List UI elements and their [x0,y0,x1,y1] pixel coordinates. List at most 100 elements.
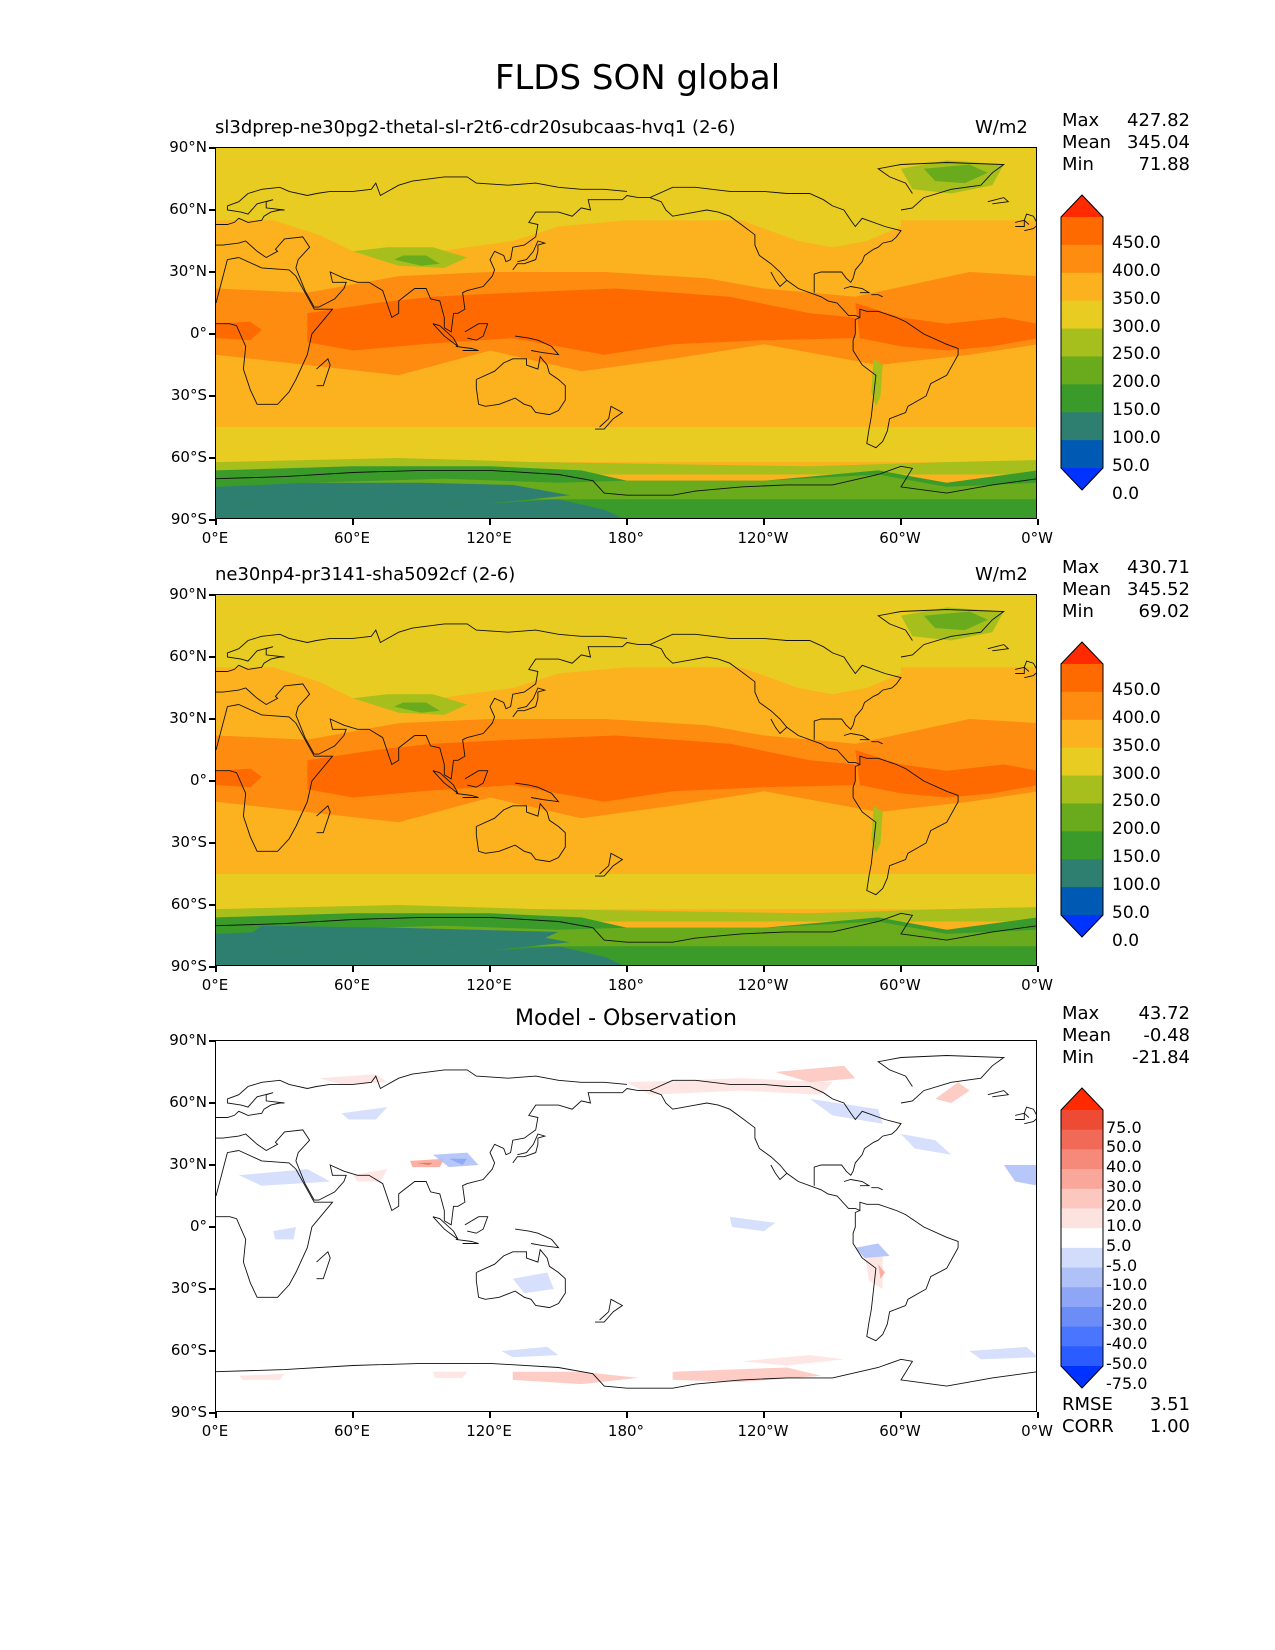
colorbar-label: 350.0 [1112,735,1161,756]
lon-tick-mark [489,519,491,525]
lon-tick-mark [763,966,765,972]
lat-tick-label: 60°N [169,200,207,218]
stats-block: Max 427.82 Mean 345.04 Min 71.88 [1062,110,1190,176]
colorbar-label: 5.0 [1106,1235,1132,1255]
colorbar-label: 350.0 [1112,288,1161,309]
colorbar-label: 30.0 [1106,1176,1142,1196]
lat-tick-label: 30°S [170,386,207,404]
stat-label: Max [1062,1003,1100,1024]
stat-value: -21.84 [1131,1047,1190,1068]
stat-label: Max [1062,110,1100,131]
lon-tick-mark [352,966,354,972]
lat-tick-mark [209,271,215,273]
colorbar-label: 250.0 [1112,344,1161,365]
lon-tick-mark [215,966,217,972]
stat-row: Mean 345.04 [1062,132,1190,154]
lon-tick-mark [1037,519,1039,525]
lat-tick-label: 90°N [169,138,207,156]
lon-tick-mark [489,1412,491,1418]
colorbar-label: 150.0 [1112,400,1161,421]
lat-tick-mark [209,1164,215,1166]
lon-tick-mark [763,519,765,525]
lat-tick-label: 90°N [169,1031,207,1049]
lat-tick-mark [209,842,215,844]
lat-tick-mark [209,966,215,968]
lat-tick-label: 90°S [170,957,207,975]
lon-tick-mark [489,966,491,972]
stat-value: 71.88 [1138,154,1190,175]
lat-tick-label: 60°S [170,1341,207,1359]
stat-label: CORR [1062,1416,1114,1437]
lat-tick-mark [209,209,215,211]
figure-title: FLDS SON global [494,58,781,98]
panel-title: Model - Observation [515,1006,737,1031]
lat-tick-mark [209,594,215,596]
lon-tick-mark [900,519,902,525]
lat-tick-mark [209,519,215,521]
lon-tick-label: 180° [607,529,645,547]
lon-tick-mark [626,966,628,972]
stat-row: Mean -0.48 [1062,1025,1190,1047]
lat-tick-mark [209,395,215,397]
lon-tick-mark [900,966,902,972]
colorbar-label: 150.0 [1112,847,1161,868]
colorbar-label: 250.0 [1112,791,1161,812]
lon-tick-label: 120°E [466,529,512,547]
units-label: W/m2 [975,564,1028,585]
stat-row: Min -21.84 [1062,1047,1190,1069]
stat-value: 345.52 [1127,579,1190,600]
lat-tick-label: 60°S [170,448,207,466]
lat-tick-label: 30°N [169,1155,207,1173]
colorbar-label: 0.0 [1112,930,1140,951]
lat-tick-mark [209,1412,215,1414]
lat-tick-mark [209,457,215,459]
lat-tick-mark [209,904,215,906]
colorbar-label: 450.0 [1112,679,1161,700]
lon-tick-label: 60°E [333,976,371,994]
lat-tick-mark [209,1102,215,1104]
units-label: W/m2 [975,117,1028,138]
lat-tick-label: 30°N [169,262,207,280]
stat-value: 69.02 [1138,601,1190,622]
lat-tick-label: 90°S [170,510,207,528]
stat-value: -0.48 [1143,1025,1190,1046]
lat-tick-label: 0° [189,1217,207,1235]
stat-row: Max 430.71 [1062,557,1190,579]
lat-tick-mark [209,780,215,782]
colorbar-label: 300.0 [1112,763,1161,784]
lat-tick-mark [209,1040,215,1042]
colorbar-label: -40.0 [1106,1334,1148,1354]
lon-tick-label: 0°E [201,1422,229,1440]
rmse-corr-block: RMSE 3.51 CORR 1.00 [1062,1394,1190,1438]
lat-tick-label: 60°N [169,1093,207,1111]
panel-title: sl3dprep-ne30pg2-thetal-sl-r2t6-cdr20sub… [215,117,736,138]
lon-tick-mark [1037,1412,1039,1418]
stat-row: RMSE 3.51 [1062,1394,1190,1416]
lat-tick-label: 90°N [169,585,207,603]
stat-label: Mean [1062,579,1112,600]
colorbar-label: 50.0 [1112,903,1150,923]
lon-tick-label: 180° [607,1422,645,1440]
stat-value: 345.04 [1127,132,1190,153]
lon-tick-mark [626,1412,628,1418]
lon-tick-label: 60°W [879,976,921,994]
lat-tick-mark [209,656,215,658]
lon-tick-label: 60°E [333,1422,371,1440]
lat-tick-label: 90°S [170,1403,207,1421]
stat-label: Min [1062,154,1094,175]
colorbar [1060,194,1104,491]
lon-tick-mark [626,519,628,525]
lon-tick-mark [215,519,217,525]
lat-tick-label: 0° [189,771,207,789]
colorbar-label: 0.0 [1112,483,1140,504]
stat-row: Min 71.88 [1062,154,1190,176]
colorbar-label: 200.0 [1112,819,1161,840]
lon-tick-label: 0°W [1021,1422,1053,1440]
stats-block: Max 43.72 Mean -0.48 Min -21.84 [1062,1003,1190,1069]
colorbar-label: 40.0 [1106,1157,1142,1177]
lat-tick-label: 30°S [170,833,207,851]
colorbar-label: 100.0 [1112,875,1161,896]
colorbar-label: -10.0 [1106,1275,1148,1295]
colorbar-label: 10.0 [1106,1216,1142,1236]
lon-tick-label: 60°W [879,529,921,547]
